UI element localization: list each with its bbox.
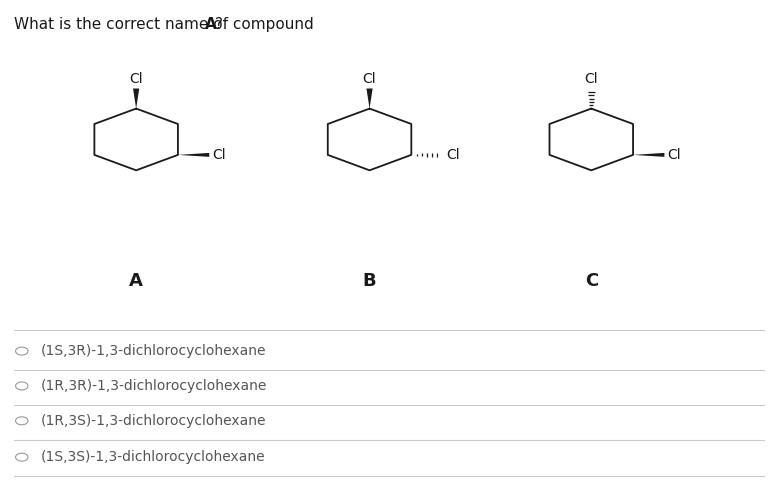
Text: Cl: Cl [584,72,598,86]
Text: A: A [205,17,216,32]
Polygon shape [366,89,373,109]
Text: (1R,3R)-1,3-dichlorocyclohexane: (1R,3R)-1,3-dichlorocyclohexane [40,379,267,393]
Text: (1R,3S)-1,3-dichlorocyclohexane: (1R,3S)-1,3-dichlorocyclohexane [40,414,266,428]
Text: (1S,3R)-1,3-dichlorocyclohexane: (1S,3R)-1,3-dichlorocyclohexane [40,344,266,358]
Text: C: C [584,272,598,290]
Text: Cl: Cl [212,148,226,162]
Text: (1S,3S)-1,3-dichlorocyclohexane: (1S,3S)-1,3-dichlorocyclohexane [40,450,265,464]
Polygon shape [133,89,139,109]
Text: A: A [129,272,143,290]
Text: Cl: Cl [129,72,143,86]
Text: Cl: Cl [446,148,460,162]
Polygon shape [178,153,209,157]
Polygon shape [633,153,664,157]
Text: Cl: Cl [668,148,682,162]
Text: What is the correct name of compound: What is the correct name of compound [14,17,319,32]
Text: Cl: Cl [363,72,377,86]
Text: ?: ? [215,17,223,32]
Text: B: B [363,272,377,290]
